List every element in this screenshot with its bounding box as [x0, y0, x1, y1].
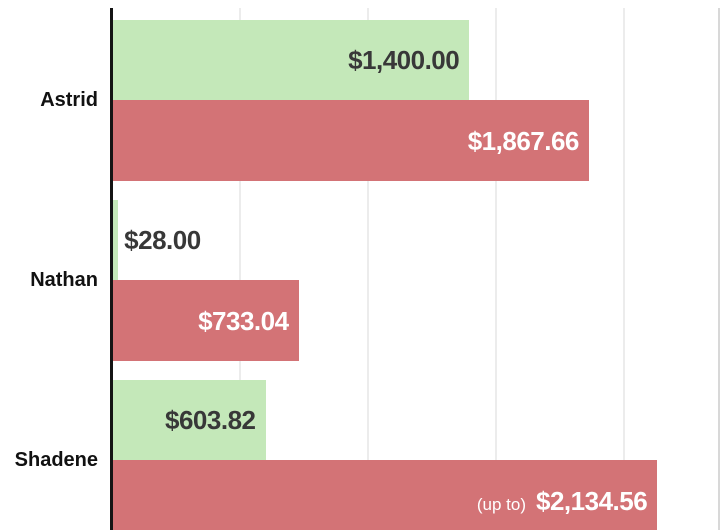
- bar-shadene-red: (up to) $2,134.56: [111, 460, 658, 530]
- bar-value-label: $733.04: [198, 305, 289, 336]
- category-label-astrid: Astrid: [40, 89, 98, 111]
- bar-value-label: $28.00: [124, 225, 201, 255]
- bar-value-label: $1,867.66: [467, 125, 580, 156]
- category-label-nathan: Nathan: [30, 269, 98, 291]
- bar-nathan-red: $733.04: [111, 280, 299, 361]
- gridline: [622, 8, 625, 530]
- gridline: [494, 8, 497, 530]
- bar-nathan-green: $28.00: [111, 200, 201, 280]
- up-to-note: (up to): [476, 494, 527, 514]
- bar-value-amount: $2,134.56: [536, 485, 648, 516]
- gridline: [366, 8, 369, 530]
- bar-value-label: $603.82: [165, 405, 256, 435]
- gridline: [238, 8, 241, 530]
- bar-astrid-green: $1,400.00: [111, 20, 470, 100]
- category-label-shadene: Shadene: [14, 449, 98, 471]
- bar-value-label: (up to) $2,134.56: [476, 485, 648, 516]
- plot-area: $1,400.00 $1,867.66 $28.00 $733.04 $603.…: [111, 0, 720, 530]
- bar-astrid-red: $1,867.66: [111, 100, 589, 181]
- chart-right-border: [718, 8, 720, 530]
- bar-shadene-green: $603.82: [111, 380, 266, 460]
- bar-value-label: $1,400.00: [348, 45, 460, 75]
- y-axis-line: [110, 8, 113, 530]
